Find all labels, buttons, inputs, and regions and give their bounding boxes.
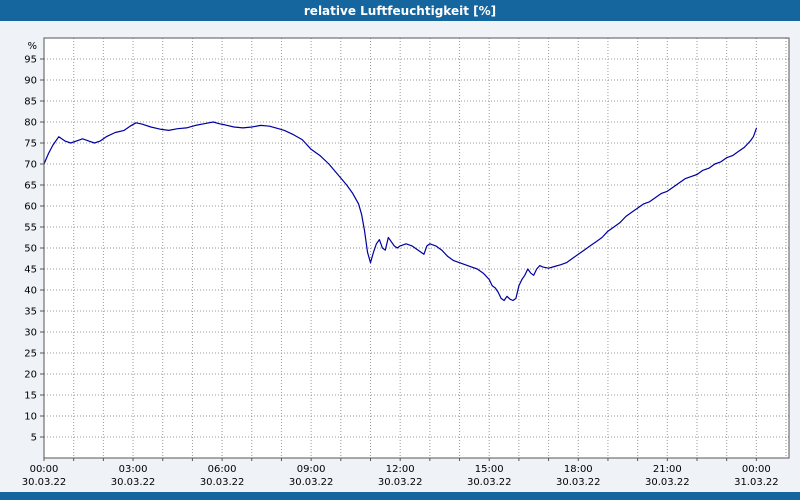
svg-text:30.03.22: 30.03.22 xyxy=(645,477,690,488)
svg-text:25: 25 xyxy=(24,349,37,360)
y-axis-unit-label: % xyxy=(27,41,37,52)
svg-text:90: 90 xyxy=(24,76,37,87)
svg-text:35: 35 xyxy=(24,307,37,318)
svg-text:30.03.22: 30.03.22 xyxy=(467,477,512,488)
svg-text:06:00: 06:00 xyxy=(208,464,237,475)
svg-text:65: 65 xyxy=(24,181,37,192)
svg-text:12:00: 12:00 xyxy=(386,464,415,475)
svg-text:55: 55 xyxy=(24,223,37,234)
bottom-bar xyxy=(0,492,800,500)
svg-text:60: 60 xyxy=(24,202,37,213)
svg-text:00:00: 00:00 xyxy=(30,464,59,475)
svg-text:70: 70 xyxy=(24,160,37,171)
svg-text:5: 5 xyxy=(31,433,37,444)
svg-text:20: 20 xyxy=(24,370,37,381)
svg-text:30.03.22: 30.03.22 xyxy=(556,477,601,488)
svg-text:21:00: 21:00 xyxy=(653,464,682,475)
svg-text:40: 40 xyxy=(24,286,37,297)
svg-text:45: 45 xyxy=(24,265,37,276)
svg-text:18:00: 18:00 xyxy=(564,464,593,475)
svg-text:15:00: 15:00 xyxy=(475,464,504,475)
svg-text:09:00: 09:00 xyxy=(297,464,326,475)
svg-text:30.03.22: 30.03.22 xyxy=(200,477,245,488)
svg-text:85: 85 xyxy=(24,97,37,108)
svg-text:30.03.22: 30.03.22 xyxy=(378,477,423,488)
svg-text:75: 75 xyxy=(24,139,37,150)
svg-text:30.03.22: 30.03.22 xyxy=(289,477,334,488)
svg-text:00:00: 00:00 xyxy=(742,464,771,475)
svg-text:03:00: 03:00 xyxy=(119,464,148,475)
chart-title: relative Luftfeuchtigkeit [%] xyxy=(303,3,497,18)
svg-text:30.03.22: 30.03.22 xyxy=(111,477,156,488)
svg-text:50: 50 xyxy=(24,244,37,255)
svg-text:80: 80 xyxy=(24,118,37,129)
svg-text:15: 15 xyxy=(24,391,37,402)
y-axis: 5 10 15 20 25 30 35 40 45 50 55 60 65 70 75 80 85 90 95% xyxy=(24,41,44,444)
svg-text:10: 10 xyxy=(24,412,37,423)
svg-text:31.03.22: 31.03.22 xyxy=(734,477,779,488)
humidity-line xyxy=(43,121,758,302)
gridlines xyxy=(44,38,789,458)
title-bar: relative Luftfeuchtigkeit [%] xyxy=(0,0,800,21)
x-axis: 00:00 30.03.22 03:00 30.03.22 06:00 30.03.22 0… xyxy=(22,458,779,488)
svg-text:30: 30 xyxy=(24,328,37,339)
svg-text:95: 95 xyxy=(24,55,37,66)
plot-border xyxy=(43,37,790,459)
svg-text:30.03.22: 30.03.22 xyxy=(22,477,67,488)
